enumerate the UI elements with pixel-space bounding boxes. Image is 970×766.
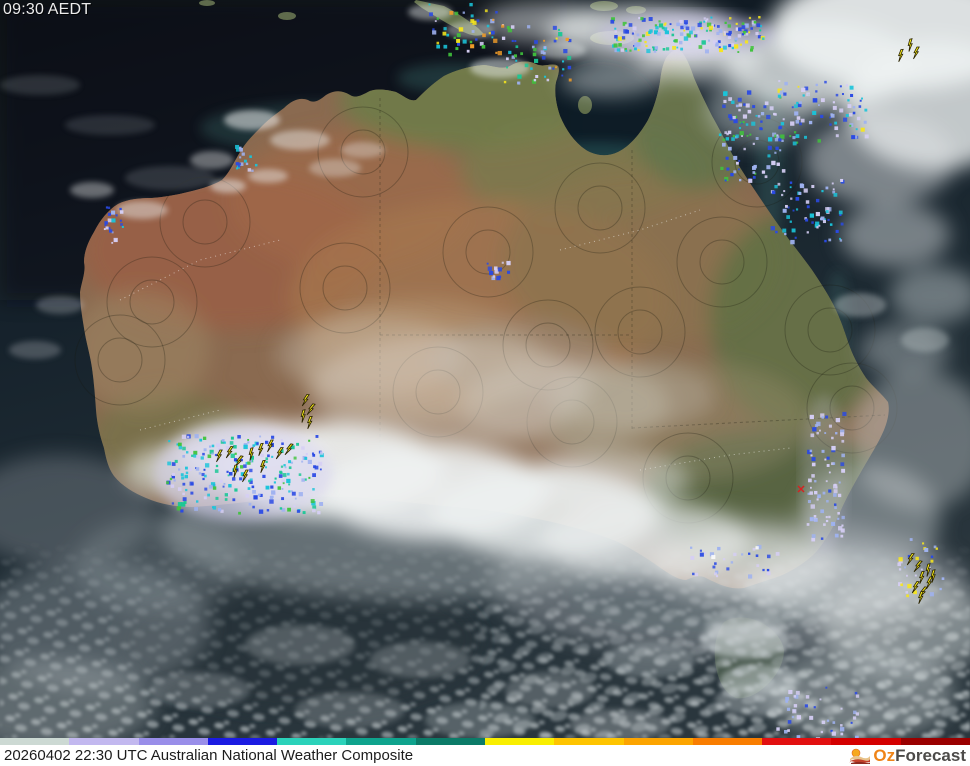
legend-segment bbox=[69, 738, 139, 745]
legend-segment bbox=[138, 738, 208, 745]
legend-segment bbox=[415, 738, 485, 745]
legend-segment bbox=[277, 738, 347, 745]
legend-segment bbox=[0, 738, 70, 745]
legend-segment bbox=[692, 738, 763, 745]
legend-segment bbox=[484, 738, 555, 745]
legend-segment bbox=[831, 738, 901, 745]
legend-segment bbox=[762, 738, 832, 745]
local-time-label: 09:30 AEDT bbox=[3, 1, 92, 18]
composite-caption: 20260402 22:30 UTC Australian National W… bbox=[4, 747, 414, 764]
ozforecast-logo[interactable]: Oz Forecast bbox=[849, 745, 966, 766]
legend-segment bbox=[346, 738, 416, 745]
sun-logo-icon bbox=[850, 748, 871, 764]
info-strip: 20260402 22:30 UTC Australian National W… bbox=[0, 745, 970, 766]
legend-segment bbox=[900, 738, 970, 745]
legend-segment bbox=[207, 738, 278, 745]
legend-segment bbox=[623, 738, 693, 745]
brand-oz: Oz bbox=[873, 745, 896, 765]
legend-segment bbox=[554, 738, 624, 745]
brand-forecast: Forecast bbox=[895, 745, 966, 765]
footer: 20260402 22:30 UTC Australian National W… bbox=[0, 738, 970, 766]
colorbar-legend bbox=[0, 738, 970, 745]
station-marker bbox=[797, 485, 805, 493]
satellite-map bbox=[0, 0, 970, 738]
